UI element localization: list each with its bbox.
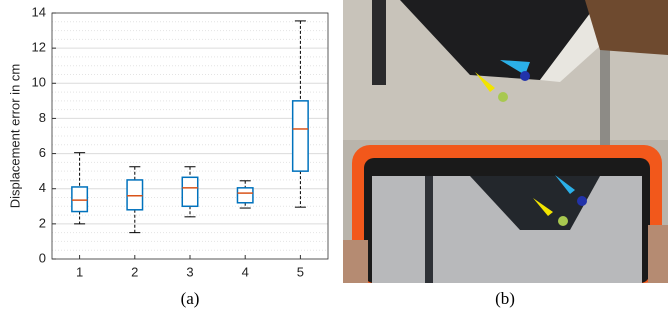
figure: (a) (b) Displacement error in cm 0 2 4 6 8 10… (0, 0, 668, 315)
y-tick-label: 2 (39, 215, 46, 230)
box (72, 187, 87, 212)
x-tick-label: 4 (242, 264, 249, 279)
caption: (a) (181, 289, 200, 308)
caption: (b) (495, 289, 515, 308)
marker-blue (577, 196, 587, 206)
box (237, 188, 252, 203)
x-tick-label: 1 (76, 264, 83, 279)
y-tick-label: 12 (32, 40, 46, 55)
x-tick-label: 3 (186, 264, 193, 279)
hand (343, 240, 368, 283)
y-tick-label: 10 (32, 75, 46, 90)
marker-green (558, 216, 568, 226)
box (127, 180, 142, 210)
x-tick-label: 2 (131, 264, 138, 279)
chair-leg (372, 0, 386, 85)
marker-blue (520, 71, 530, 81)
box (182, 177, 197, 206)
photo (343, 0, 668, 283)
marker-green (498, 92, 508, 102)
y-tick-label: 14 (32, 4, 46, 19)
y-tick-label: 8 (39, 110, 46, 125)
y-tick-label: 6 (39, 145, 46, 160)
box (293, 101, 308, 171)
screen-leg (425, 176, 433, 283)
y-axis-label: Displacement error in cm (7, 64, 22, 209)
hand (648, 225, 668, 283)
y-tick-label: 4 (39, 180, 46, 195)
y-tick-label: 0 (39, 250, 46, 265)
chair-leg (600, 40, 610, 150)
x-tick-label: 5 (297, 264, 304, 279)
